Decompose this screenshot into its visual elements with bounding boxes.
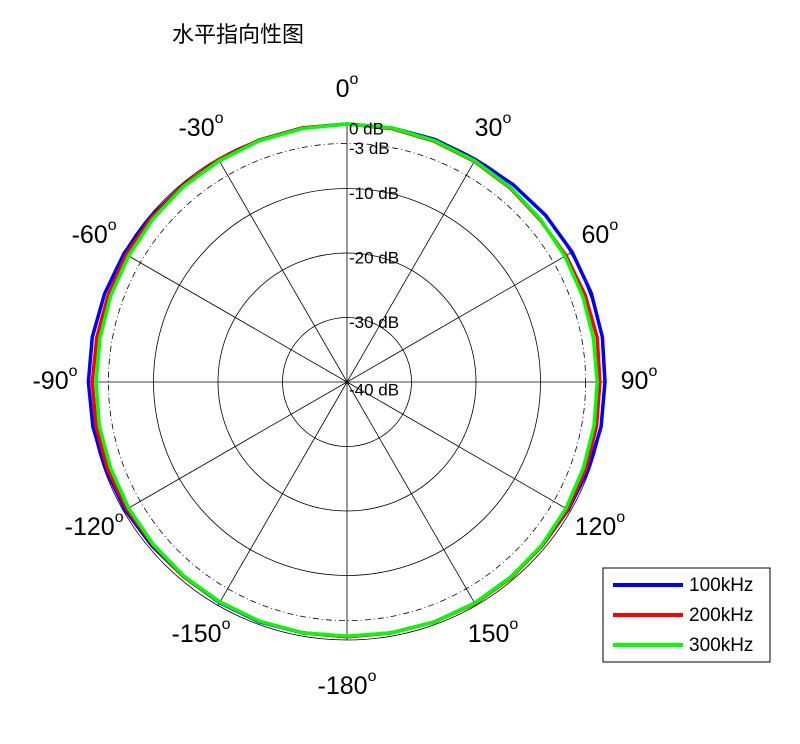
theta-unit-mark: o <box>69 363 78 380</box>
theta-unit-mark: o <box>616 509 625 526</box>
theta-tick-value: -90 <box>32 367 68 395</box>
spoke <box>346 381 477 606</box>
theta-unit-mark: o <box>215 110 224 127</box>
theta-unit-mark: o <box>115 509 124 526</box>
r-tick-label: -10 dB <box>349 184 399 203</box>
theta-tick-label: 0o <box>336 71 359 102</box>
spoke <box>346 381 571 512</box>
theta-tick-value: 150 <box>468 619 510 647</box>
theta-unit-mark: o <box>108 217 117 234</box>
theta-unit-mark: o <box>350 71 359 88</box>
theta-unit-mark: o <box>222 616 231 633</box>
theta-unit-mark: o <box>502 110 511 127</box>
theta-unit-mark: o <box>609 217 618 234</box>
r-tick-label: 0 dB <box>349 119 384 138</box>
spoke <box>346 252 571 383</box>
r-tick-label: -30 dB <box>349 313 399 332</box>
theta-unit-mark: o <box>509 616 518 633</box>
theta-tick-label: -30o <box>178 110 223 141</box>
theta-tick-label: 120o <box>575 509 626 540</box>
theta-tick-label: 30o <box>475 110 512 141</box>
spoke <box>346 158 477 383</box>
theta-tick-value: -150 <box>172 619 222 647</box>
r-tick-label: -20 dB <box>349 248 399 267</box>
spoke <box>123 252 348 383</box>
r-tick-label: -3 dB <box>349 139 390 158</box>
theta-tick-label: 60o <box>582 217 619 248</box>
theta-tick-label: -120o <box>65 509 124 540</box>
theta-tick-value: -30 <box>178 114 214 142</box>
theta-tick-value: 30 <box>475 114 503 142</box>
theta-unit-mark: o <box>648 363 657 380</box>
theta-tick-value: -180 <box>318 672 368 700</box>
r-tick-label: -40 dB <box>349 380 399 399</box>
theta-tick-label: 90o <box>621 363 658 394</box>
theta-tick-label: -180o <box>318 668 377 699</box>
theta-tick-label: 150o <box>468 616 519 647</box>
spoke <box>123 381 348 512</box>
spoke <box>217 158 348 383</box>
theta-tick-value: 90 <box>621 367 649 395</box>
theta-tick-value: 120 <box>575 513 617 541</box>
chart-title: 水平指向性图 <box>172 23 304 48</box>
theta-tick-label: -60o <box>72 217 117 248</box>
theta-tick-value: 60 <box>582 221 610 249</box>
theta-tick-value: 0 <box>336 75 350 103</box>
legend-label: 100kHz <box>689 575 753 596</box>
series-line <box>94 122 600 638</box>
theta-tick-value: -120 <box>65 513 115 541</box>
theta-tick-label: -90o <box>32 363 77 394</box>
theta-unit-mark: o <box>368 668 377 685</box>
theta-tick-value: -60 <box>72 221 108 249</box>
spoke <box>217 381 348 606</box>
theta-tick-label: -150o <box>172 616 231 647</box>
legend-label: 200kHz <box>689 605 753 626</box>
legend-label: 300kHz <box>689 635 753 656</box>
